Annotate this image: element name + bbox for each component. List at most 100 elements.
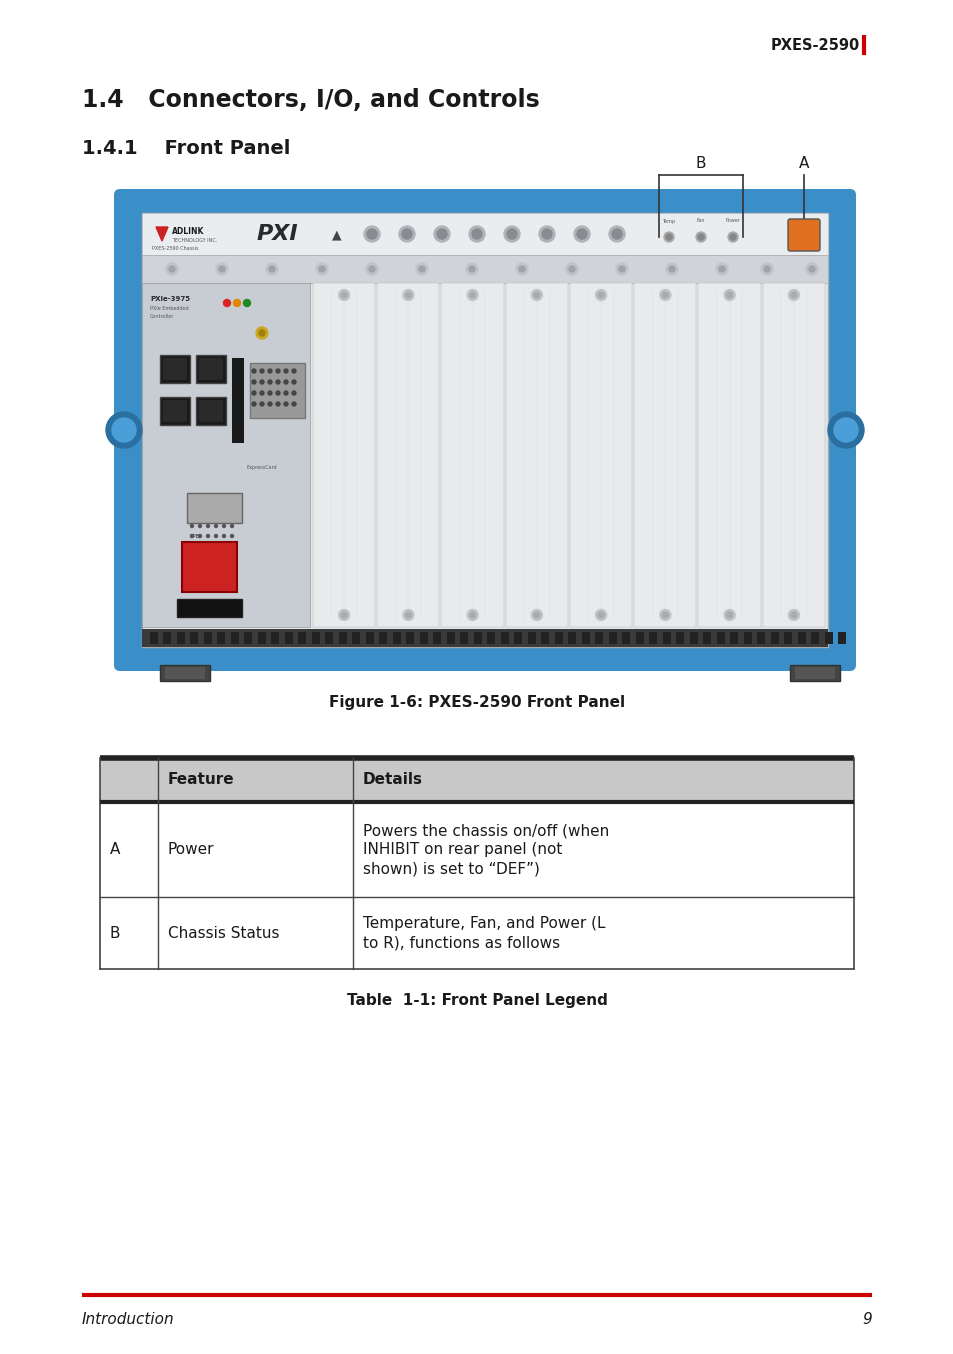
Bar bbox=[250, 363, 305, 418]
Circle shape bbox=[467, 290, 477, 301]
Circle shape bbox=[469, 226, 484, 242]
Circle shape bbox=[402, 290, 414, 301]
Circle shape bbox=[214, 535, 217, 538]
Circle shape bbox=[719, 265, 724, 272]
Circle shape bbox=[467, 609, 477, 620]
Text: PXIe-3975: PXIe-3975 bbox=[150, 297, 190, 302]
Circle shape bbox=[663, 232, 673, 242]
Circle shape bbox=[266, 263, 277, 275]
Circle shape bbox=[401, 229, 412, 240]
Circle shape bbox=[338, 609, 349, 620]
Text: to R), functions as follows: to R), functions as follows bbox=[363, 936, 559, 951]
Circle shape bbox=[790, 292, 796, 298]
Circle shape bbox=[405, 612, 411, 617]
Circle shape bbox=[696, 232, 705, 242]
Circle shape bbox=[318, 265, 325, 272]
Circle shape bbox=[268, 370, 272, 372]
Text: ▲: ▲ bbox=[332, 229, 341, 241]
Circle shape bbox=[608, 226, 624, 242]
Circle shape bbox=[206, 535, 210, 538]
Circle shape bbox=[269, 265, 274, 272]
Bar bbox=[366, 632, 374, 645]
Circle shape bbox=[531, 609, 542, 620]
Bar bbox=[838, 632, 845, 645]
Circle shape bbox=[516, 263, 527, 275]
Circle shape bbox=[616, 263, 627, 275]
Bar bbox=[797, 632, 805, 645]
Bar bbox=[199, 399, 223, 422]
Bar bbox=[325, 632, 334, 645]
Bar bbox=[433, 632, 441, 645]
Circle shape bbox=[506, 229, 517, 240]
Bar bbox=[272, 632, 279, 645]
Circle shape bbox=[275, 380, 280, 385]
Circle shape bbox=[598, 612, 603, 617]
Bar bbox=[634, 283, 696, 627]
Circle shape bbox=[612, 229, 621, 240]
Circle shape bbox=[315, 263, 328, 275]
Text: A: A bbox=[110, 842, 120, 857]
Bar bbox=[541, 632, 549, 645]
Circle shape bbox=[292, 391, 295, 395]
Circle shape bbox=[574, 226, 589, 242]
Circle shape bbox=[284, 370, 288, 372]
Bar bbox=[824, 632, 832, 645]
Bar bbox=[505, 283, 567, 627]
Text: shown) is set to “DEF”): shown) is set to “DEF”) bbox=[363, 861, 539, 876]
Circle shape bbox=[568, 265, 575, 272]
Circle shape bbox=[284, 380, 288, 385]
Circle shape bbox=[268, 402, 272, 406]
Circle shape bbox=[369, 265, 375, 272]
Circle shape bbox=[577, 229, 586, 240]
Bar bbox=[199, 357, 223, 380]
Circle shape bbox=[231, 535, 233, 538]
Circle shape bbox=[268, 391, 272, 395]
Circle shape bbox=[518, 265, 524, 272]
Bar bbox=[406, 632, 414, 645]
Circle shape bbox=[206, 524, 210, 528]
Text: A: A bbox=[798, 157, 808, 172]
Circle shape bbox=[233, 299, 240, 306]
Text: B: B bbox=[110, 926, 120, 941]
Circle shape bbox=[665, 263, 678, 275]
Text: ADLINK: ADLINK bbox=[172, 226, 204, 236]
Circle shape bbox=[214, 524, 217, 528]
Bar bbox=[608, 632, 617, 645]
Bar bbox=[441, 283, 503, 627]
Text: GPB: GPB bbox=[190, 535, 200, 539]
Circle shape bbox=[292, 370, 295, 372]
Circle shape bbox=[366, 263, 377, 275]
Circle shape bbox=[416, 263, 428, 275]
Circle shape bbox=[275, 402, 280, 406]
Circle shape bbox=[398, 226, 415, 242]
Bar bbox=[649, 632, 657, 645]
Circle shape bbox=[292, 402, 295, 406]
Circle shape bbox=[260, 380, 264, 385]
Bar bbox=[702, 632, 711, 645]
Circle shape bbox=[565, 263, 578, 275]
Circle shape bbox=[763, 265, 769, 272]
Text: 1.4   Connectors, I/O, and Controls: 1.4 Connectors, I/O, and Controls bbox=[82, 88, 539, 112]
Circle shape bbox=[341, 292, 347, 298]
Text: PXES-2590 Chassis: PXES-2590 Chassis bbox=[152, 245, 198, 250]
Circle shape bbox=[729, 234, 735, 240]
Bar bbox=[195, 355, 226, 383]
Bar bbox=[770, 632, 779, 645]
Bar bbox=[622, 632, 630, 645]
Bar bbox=[142, 255, 827, 283]
Bar bbox=[514, 632, 522, 645]
Circle shape bbox=[341, 612, 347, 617]
FancyBboxPatch shape bbox=[113, 190, 855, 672]
Bar bbox=[689, 632, 698, 645]
Circle shape bbox=[808, 265, 814, 272]
Text: TECHNOLOGY INC.: TECHNOLOGY INC. bbox=[172, 237, 217, 242]
Bar bbox=[500, 632, 509, 645]
Polygon shape bbox=[156, 227, 168, 241]
Circle shape bbox=[595, 609, 606, 620]
Circle shape bbox=[418, 265, 424, 272]
Text: Power: Power bbox=[168, 842, 214, 857]
Circle shape bbox=[723, 290, 735, 301]
Text: Temperature, Fan, and Power (L: Temperature, Fan, and Power (L bbox=[363, 917, 605, 932]
Bar bbox=[313, 283, 375, 627]
Bar bbox=[177, 598, 242, 617]
